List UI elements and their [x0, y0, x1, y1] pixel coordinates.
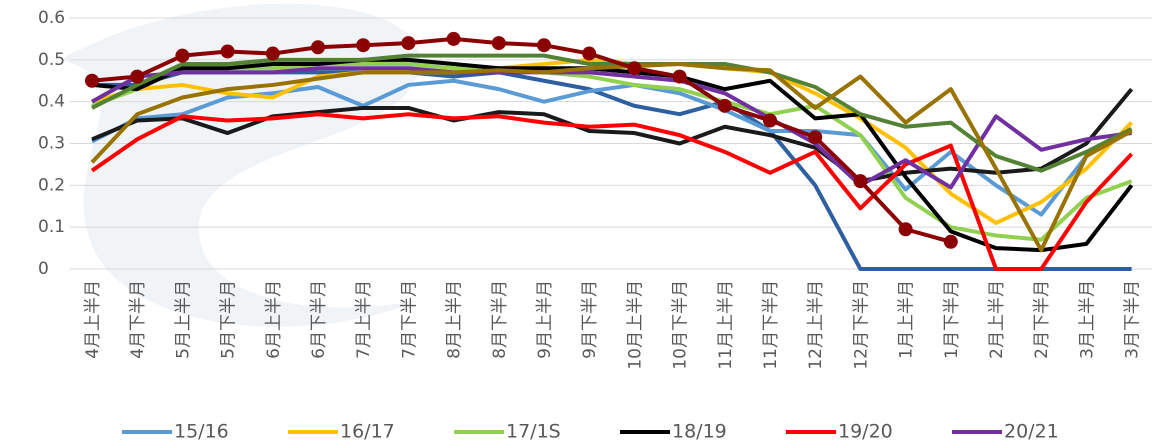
x-tick-label: 5月上半月: [173, 280, 193, 359]
x-tick-label: 12月下半月: [851, 280, 871, 370]
x-tick-label: 2月上半月: [987, 280, 1007, 359]
page: {"chart_data": {"type": "line", "categor…: [0, 0, 1152, 446]
x-tick-label: 2月下半月: [1032, 280, 1052, 359]
legend-label: 15/16: [174, 421, 229, 443]
x-tick-label: 7月上半月: [354, 280, 374, 359]
legend-label: 17/1S: [506, 421, 561, 443]
x-tick-label: 10月上半月: [625, 280, 645, 370]
x-tick-label: 1月下半月: [942, 280, 962, 359]
y-tick-label: 0.4: [38, 92, 65, 112]
series-marker: [401, 36, 415, 50]
x-tick-label: 1月上半月: [897, 280, 917, 359]
x-tick-label: 11月下半月: [761, 280, 781, 370]
x-tick-label: 11月上半月: [716, 280, 736, 370]
x-tick-label: 12月上半月: [806, 280, 826, 370]
series-marker: [85, 74, 99, 88]
x-tick-label: 4月下半月: [128, 280, 148, 359]
series-marker: [311, 40, 325, 54]
series-marker: [447, 32, 461, 46]
y-tick-label: 0.5: [38, 50, 65, 70]
x-tick-label: 9月下半月: [580, 280, 600, 359]
x-tick-label: 9月上半月: [535, 280, 555, 359]
legend-label: 19/20: [838, 421, 893, 443]
legend-label: 18/19: [672, 421, 727, 443]
series-marker: [899, 222, 913, 236]
x-tick-label: 5月下半月: [219, 280, 239, 359]
y-tick-label: 0.3: [38, 134, 65, 154]
x-tick-label: 8月下半月: [490, 280, 510, 359]
series-marker: [718, 99, 732, 113]
legend-label: 16/17: [340, 421, 395, 443]
x-tick-label: 7月下半月: [399, 280, 419, 359]
y-tick-label: 0.1: [38, 217, 65, 237]
series-marker: [808, 130, 822, 144]
series-marker: [221, 44, 235, 58]
series-marker: [356, 38, 370, 52]
series-marker: [763, 113, 777, 127]
series-marker: [627, 61, 641, 75]
series-marker: [673, 70, 687, 84]
legend-label: 20/21: [1004, 421, 1059, 443]
x-tick-label: 3月下半月: [1123, 280, 1143, 359]
series-marker: [266, 47, 280, 61]
series-marker: [130, 70, 144, 84]
series-marker: [175, 49, 189, 63]
x-tick-label: 4月上半月: [83, 280, 103, 359]
x-tick-label: 6月下半月: [309, 280, 329, 359]
x-tick-label: 10月下半月: [671, 280, 691, 370]
series-marker: [492, 36, 506, 50]
x-tick-label: 3月上半月: [1077, 280, 1097, 359]
series-marker: [853, 174, 867, 188]
y-tick-label: 0: [38, 259, 49, 279]
series-marker: [537, 38, 551, 52]
x-tick-label: 6月上半月: [264, 280, 284, 359]
series-marker: [582, 47, 596, 61]
y-tick-label: 0.2: [38, 175, 65, 195]
x-tick-label: 8月上半月: [445, 280, 465, 359]
series-marker: [944, 235, 958, 249]
y-tick-label: 0.6: [38, 8, 65, 28]
chart: 0 0.1 0.2 0.3 0.4 0.5 0.6 4月上半月 4月下半月 5月上半月 5月下半月 6…: [0, 0, 1152, 442]
